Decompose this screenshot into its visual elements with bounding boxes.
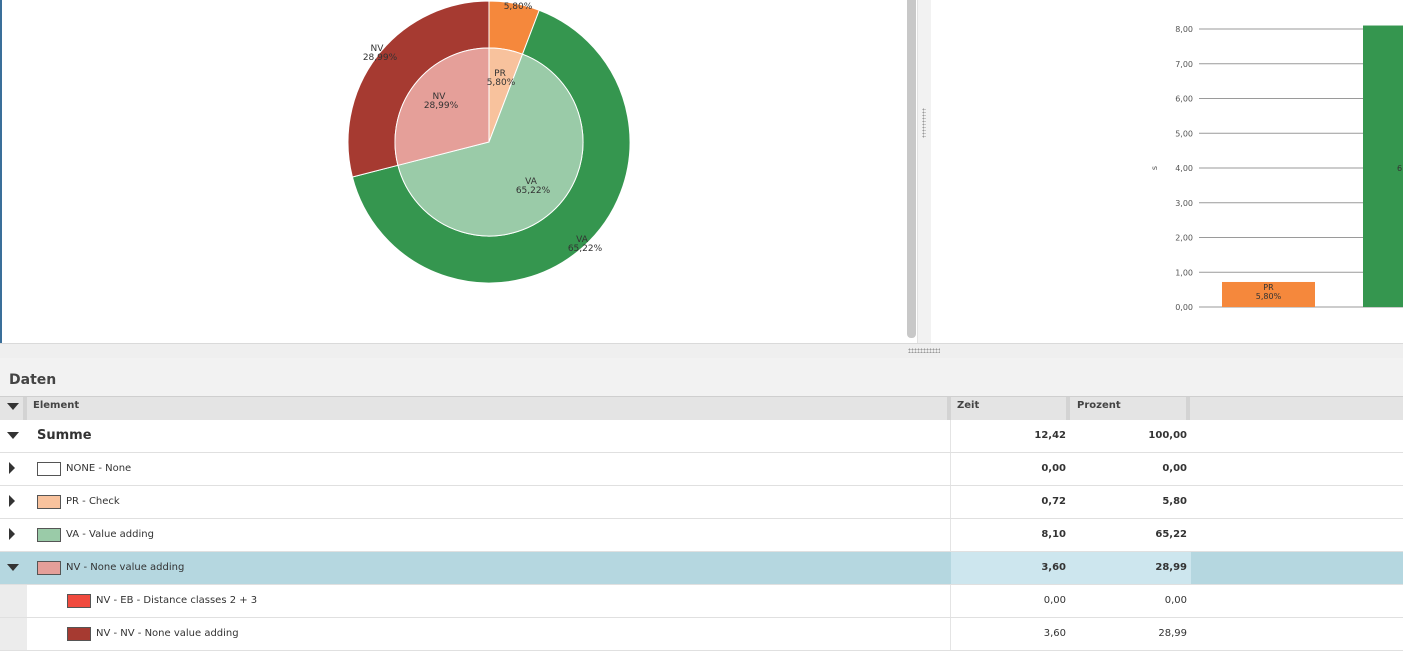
y-tick-label: 0,00 bbox=[1175, 303, 1193, 312]
cell-divider bbox=[950, 486, 951, 518]
cell-divider bbox=[950, 618, 951, 650]
color-swatch bbox=[67, 594, 91, 608]
donut-chart: 5,80%NV28,99%PR5,80%NV28,99%VA65,22%VA65… bbox=[347, 0, 631, 284]
inner-label-nv-percent: 28,99% bbox=[424, 101, 459, 111]
row-prozent: 65,22 bbox=[1155, 529, 1187, 540]
table-row-child[interactable]: NV - EB - Distance classes 2 + 3 0,00 0,… bbox=[0, 585, 1403, 618]
row-label: NV - None value adding bbox=[66, 562, 185, 573]
row-prozent: 28,99 bbox=[1158, 628, 1187, 639]
grid-header: Element Zeit Prozent bbox=[0, 396, 1403, 422]
row-zeit: 3,60 bbox=[1043, 628, 1066, 639]
color-swatch bbox=[37, 495, 61, 509]
column-header-zeit[interactable]: Zeit bbox=[957, 400, 980, 411]
outer-label-va-code: VA bbox=[576, 235, 589, 245]
table-row[interactable]: PR - Check 0,72 5,80 bbox=[0, 486, 1403, 519]
outer-label-pr-percent: 5,80% bbox=[504, 2, 533, 12]
cell-divider bbox=[950, 420, 951, 452]
row-label: NV - NV - None value adding bbox=[96, 628, 239, 639]
bar-chart: 0,00 1,00 2,00 3,00 4,00 5,00 6,00 7,00 8,00 s PR5… bbox=[1150, 25, 1403, 312]
column-separator bbox=[947, 397, 951, 421]
cell-divider bbox=[950, 585, 951, 617]
bar-pr[interactable] bbox=[1222, 281, 1315, 307]
inner-label-pr-code: PR bbox=[494, 69, 506, 79]
color-swatch bbox=[67, 627, 91, 641]
table-row[interactable]: VA - Value adding 8,10 65,22 bbox=[0, 519, 1403, 552]
inner-label-va-percent: 65,22% bbox=[516, 186, 551, 196]
bar-label-pr: 5,80% bbox=[1256, 292, 1282, 301]
expand-icon[interactable] bbox=[9, 462, 15, 474]
row-prozent: 0,00 bbox=[1164, 595, 1187, 606]
collapse-icon[interactable] bbox=[7, 564, 19, 571]
row-zeit: 3,60 bbox=[1041, 562, 1066, 573]
color-swatch bbox=[37, 462, 61, 476]
expand-icon[interactable] bbox=[9, 495, 15, 507]
splitter-grip-icon bbox=[922, 108, 926, 138]
y-tick-label: 4,00 bbox=[1175, 164, 1193, 173]
summary-label: Summe bbox=[37, 428, 92, 443]
y-tick-label: 7,00 bbox=[1175, 60, 1193, 69]
y-tick-label: 8,00 bbox=[1175, 25, 1193, 34]
inner-slice-va[interactable] bbox=[397, 53, 584, 237]
cell-divider bbox=[950, 453, 951, 485]
vertical-splitter[interactable] bbox=[917, 0, 932, 343]
y-tick-label: 2,00 bbox=[1175, 234, 1193, 243]
y-axis-label: s bbox=[1150, 166, 1159, 170]
row-zeit: 0,00 bbox=[1043, 595, 1066, 606]
expand-icon[interactable] bbox=[9, 528, 15, 540]
splitter-grip-icon bbox=[908, 348, 940, 353]
vertical-scrollbar[interactable] bbox=[907, 0, 916, 338]
section-title: Daten bbox=[9, 372, 57, 388]
outer-label-nv-percent: 28,99% bbox=[363, 53, 398, 63]
inner-slice-nv[interactable] bbox=[394, 47, 490, 166]
data-section: Daten Element Zeit Prozent Summe 12,42 1… bbox=[0, 358, 1403, 651]
indent-gutter bbox=[0, 618, 27, 650]
row-zeit: 8,10 bbox=[1041, 529, 1066, 540]
table-row-selected[interactable]: NV - None value adding 3,60 28,99 bbox=[0, 552, 1403, 585]
indent-gutter bbox=[0, 585, 27, 617]
bar-va[interactable] bbox=[1363, 25, 1403, 308]
summary-prozent: 100,00 bbox=[1148, 430, 1187, 441]
y-tick-label: 1,00 bbox=[1175, 268, 1193, 277]
horizontal-splitter[interactable] bbox=[0, 343, 1403, 358]
row-label: NV - EB - Distance classes 2 + 3 bbox=[96, 595, 258, 606]
row-zeit: 0,72 bbox=[1041, 496, 1066, 507]
collapse-all-icon[interactable] bbox=[7, 403, 19, 410]
row-label: PR - Check bbox=[66, 496, 120, 507]
row-zeit: 0,00 bbox=[1041, 463, 1066, 474]
color-swatch bbox=[37, 528, 61, 542]
y-tick-label: 6,00 bbox=[1175, 95, 1193, 104]
row-prozent: 5,80 bbox=[1162, 496, 1187, 507]
row-prozent: 0,00 bbox=[1162, 463, 1187, 474]
collapse-icon[interactable] bbox=[7, 432, 19, 439]
table-row-child[interactable]: NV - NV - None value adding 3,60 28,99 bbox=[0, 618, 1403, 651]
cell-divider bbox=[950, 519, 951, 551]
left-edge-border bbox=[0, 0, 2, 343]
column-separator bbox=[1186, 397, 1190, 421]
column-header-prozent[interactable]: Prozent bbox=[1077, 400, 1121, 411]
column-header-element[interactable]: Element bbox=[33, 400, 80, 411]
summary-zeit: 12,42 bbox=[1034, 430, 1066, 441]
column-separator bbox=[23, 397, 27, 421]
selected-number-cells bbox=[951, 552, 1191, 584]
outer-label-nv-code: NV bbox=[371, 44, 385, 54]
bar-chart-panel: 0,00 1,00 2,00 3,00 4,00 5,00 6,00 7,00 8,00 s PR 5… bbox=[931, 0, 1403, 343]
column-separator bbox=[1066, 397, 1070, 421]
bar-label-va: 6 bbox=[1397, 164, 1402, 173]
row-label: NONE - None bbox=[66, 463, 132, 474]
inner-label-pr-percent: 5,80% bbox=[487, 78, 516, 88]
row-prozent: 28,99 bbox=[1155, 562, 1187, 573]
inner-label-va-code: VA bbox=[525, 177, 538, 187]
color-swatch bbox=[37, 561, 61, 575]
outer-label-va-percent: 65,22% bbox=[568, 244, 603, 254]
bar-label-pr: PR bbox=[1263, 283, 1274, 292]
y-tick-label: 3,00 bbox=[1175, 199, 1193, 208]
table-row[interactable]: NONE - None 0,00 0,00 bbox=[0, 453, 1403, 486]
donut-chart-panel: 5,80% NV 28,99% PR 5,80% NV 28,99% VA 65,22% VA 65… bbox=[2, 0, 905, 343]
y-tick-label: 5,00 bbox=[1175, 129, 1193, 138]
table-row-summary[interactable]: Summe 12,42 100,00 bbox=[0, 420, 1403, 453]
inner-label-nv-code: NV bbox=[433, 92, 447, 102]
row-label: VA - Value adding bbox=[66, 529, 154, 540]
